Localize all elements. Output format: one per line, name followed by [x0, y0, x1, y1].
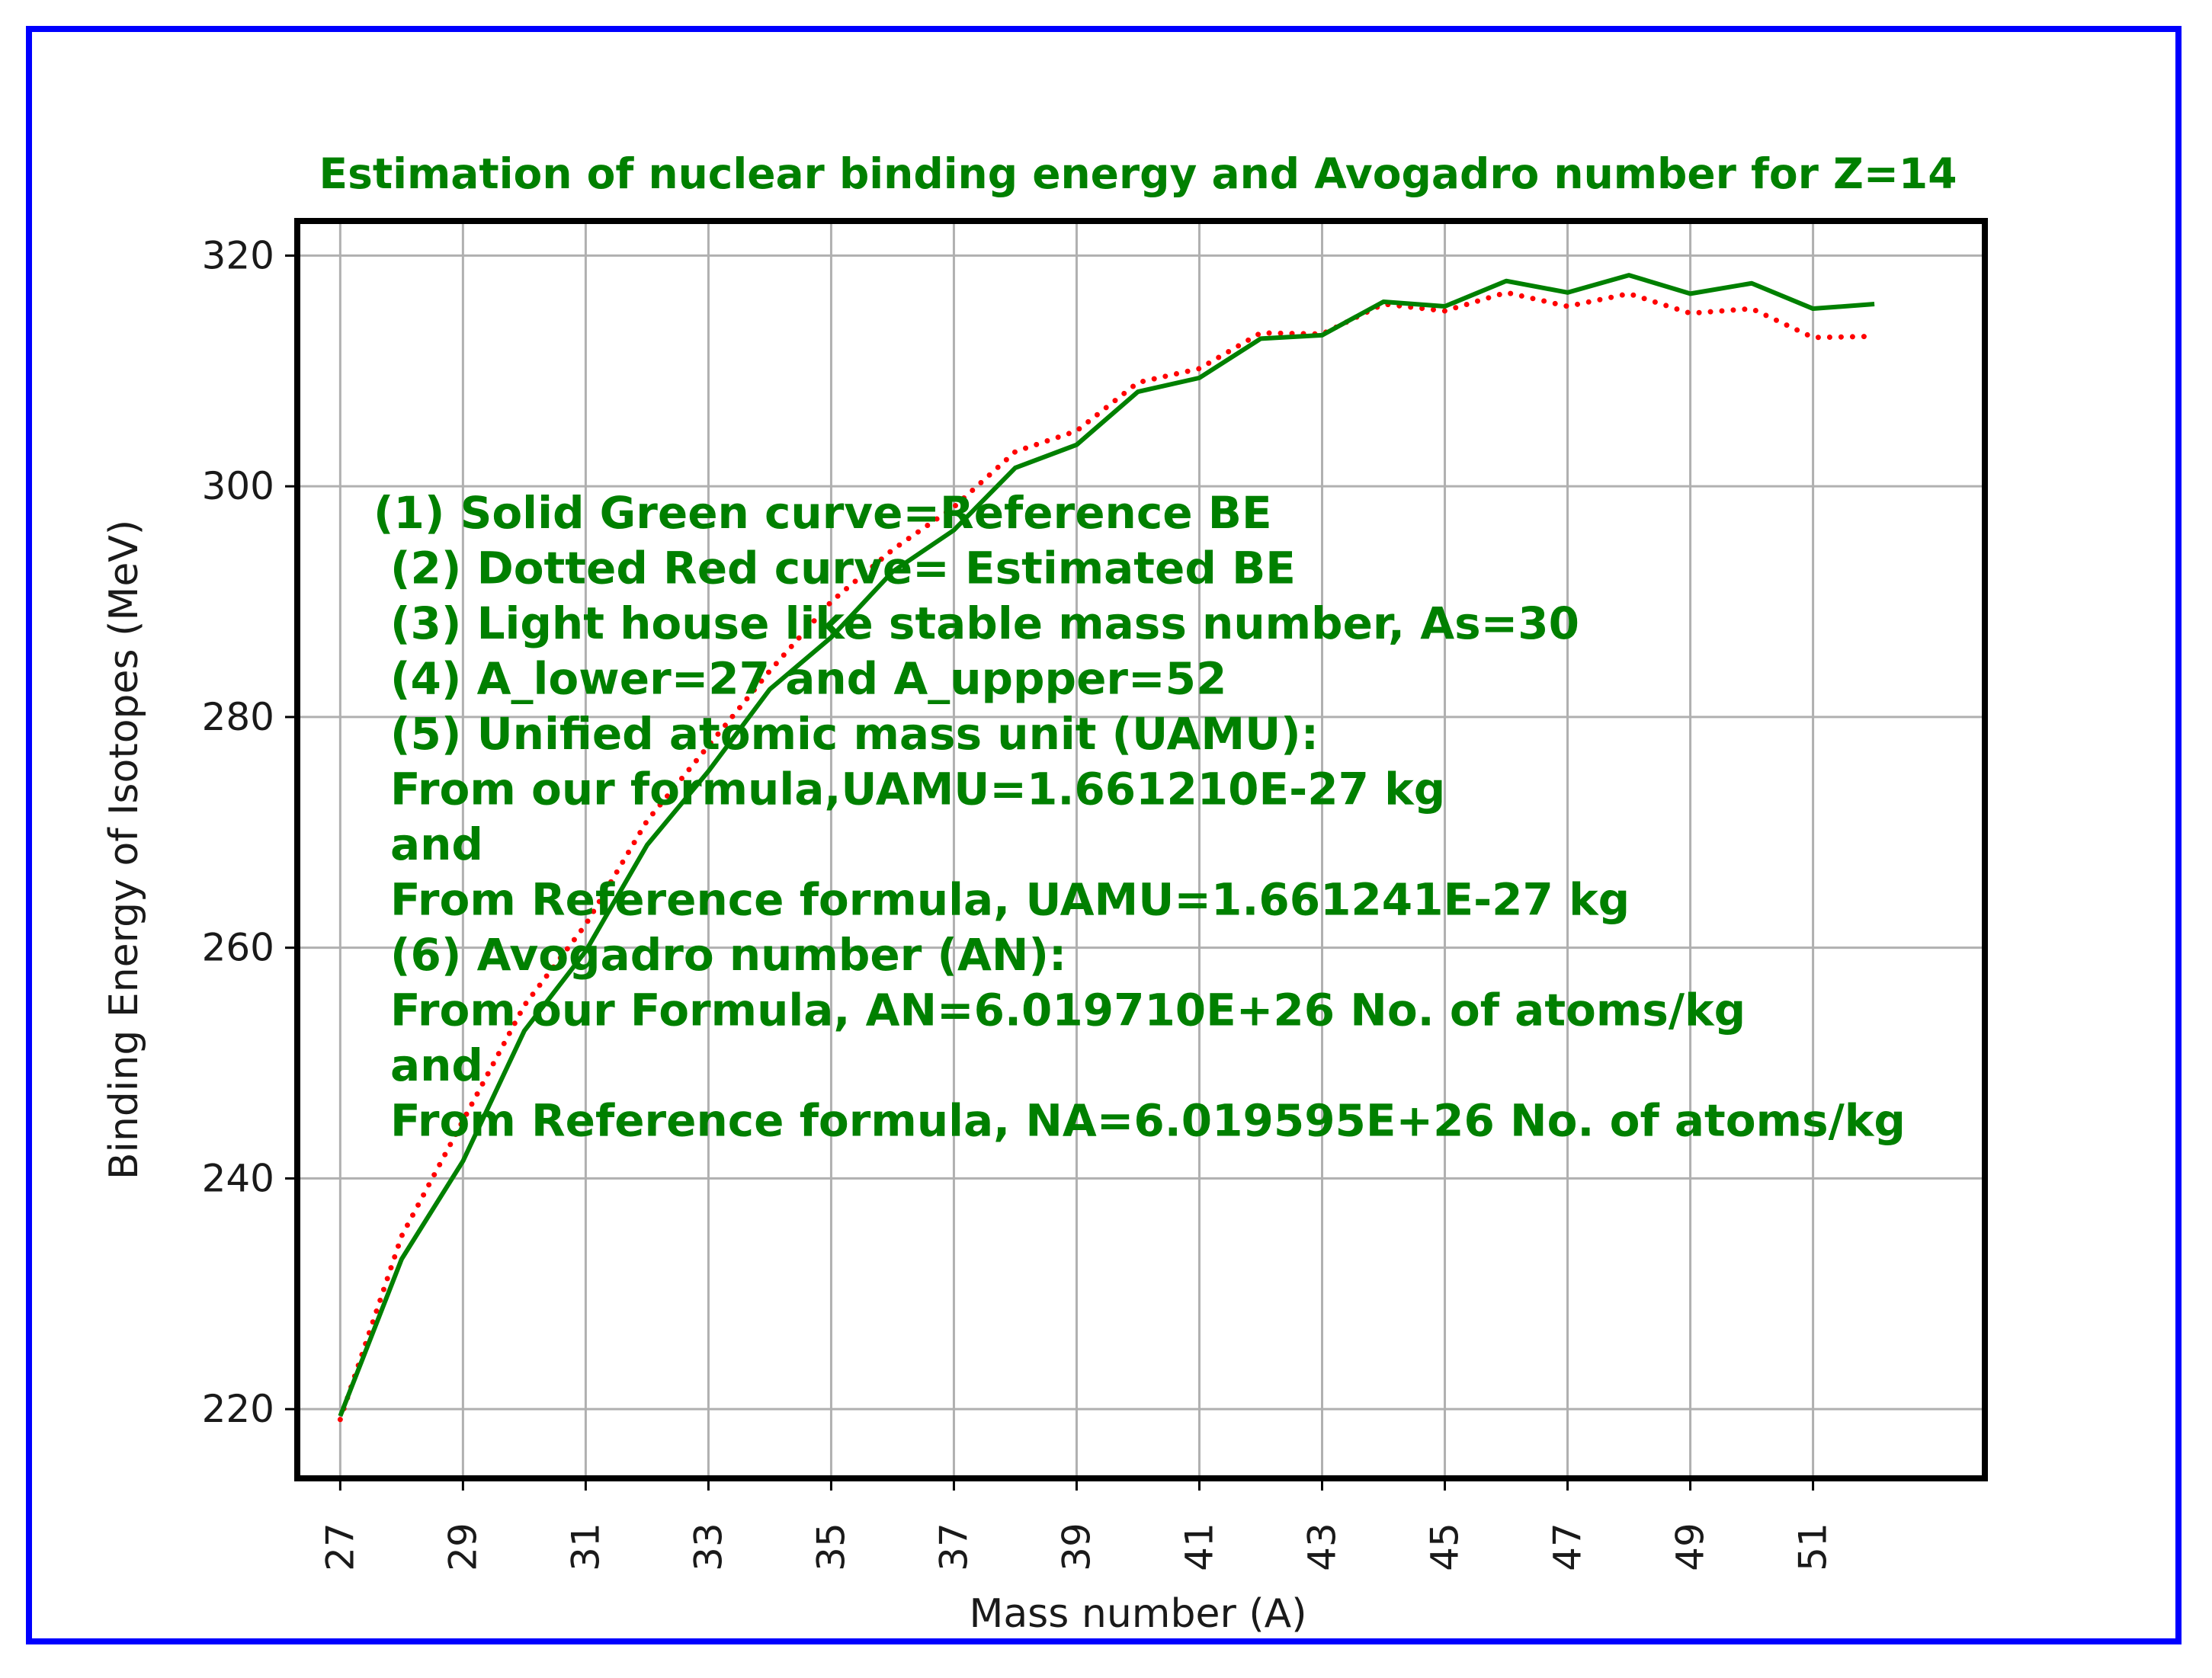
annotation-line: and — [390, 1039, 483, 1091]
annotation-line: From our Formula, AN=6.019710E+26 No. of… — [390, 985, 1746, 1036]
annotation-line: (4) A_lower=27 and A_uppper=52 — [390, 653, 1226, 705]
estimated-be-line — [337, 290, 1877, 1423]
annotation-line: From Reference formula, UAMU=1.661241E-2… — [390, 874, 1630, 926]
annotation-line: and — [390, 818, 483, 870]
x-tick-label: 37 — [931, 1523, 976, 1571]
annotation-line: (3) Light house like stable mass number,… — [390, 597, 1579, 649]
y-ticks: 220 240 260 280 300 320 — [202, 233, 297, 1431]
y-tick-label: 300 — [202, 464, 274, 508]
plot-area-border — [294, 218, 1988, 1481]
x-tick-label: 35 — [809, 1523, 853, 1571]
y-tick-label: 240 — [202, 1156, 274, 1200]
series-layer — [337, 273, 1877, 1423]
x-tick-label: 39 — [1054, 1523, 1098, 1571]
annotation-line: (2) Dotted Red curve= Estimated BE — [390, 543, 1296, 594]
figure-frame — [26, 26, 2182, 1644]
x-tick-label: 47 — [1546, 1523, 1590, 1571]
annotation-line: (1) Solid Green curve=Reference BE — [373, 487, 1272, 539]
annotation-text: (1) Solid Green curve=Reference BE(2) Do… — [373, 487, 1906, 1147]
x-axis-label: Mass number (A) — [969, 1591, 1306, 1637]
annotation-line: From our formula,UAMU=1.661210E-27 kg — [390, 764, 1445, 815]
y-tick-label: 220 — [202, 1387, 274, 1431]
x-tick-label: 43 — [1300, 1523, 1345, 1571]
y-tick-label: 320 — [202, 233, 274, 277]
x-tick-label: 49 — [1669, 1523, 1713, 1571]
annotation-line: (6) Avogadro number (AN): — [390, 929, 1066, 981]
grid — [297, 221, 1985, 1478]
x-tick-label: 27 — [318, 1523, 362, 1571]
x-tick-label: 29 — [441, 1523, 485, 1571]
reference-be-line — [338, 273, 1875, 1417]
x-tick-label: 45 — [1423, 1523, 1467, 1571]
y-axis-label: Binding Energy of Isotopes (MeV) — [101, 520, 147, 1180]
y-tick-label: 280 — [202, 695, 274, 739]
x-tick-label: 41 — [1177, 1523, 1221, 1571]
annotation-line: From Reference formula, NA=6.019595E+26 … — [390, 1095, 1906, 1147]
x-ticks: 27 29 31 33 35 37 39 41 43 45 47 49 51 — [318, 1478, 1835, 1571]
chart-title: Estimation of nuclear binding energy and… — [319, 149, 1957, 198]
annotation-line: (5) Unified atomic mass unit (UAMU): — [390, 708, 1319, 760]
y-tick-label: 260 — [202, 926, 274, 970]
x-tick-label: 33 — [686, 1523, 730, 1571]
x-tick-label: 51 — [1791, 1523, 1835, 1571]
x-tick-label: 31 — [563, 1523, 607, 1571]
